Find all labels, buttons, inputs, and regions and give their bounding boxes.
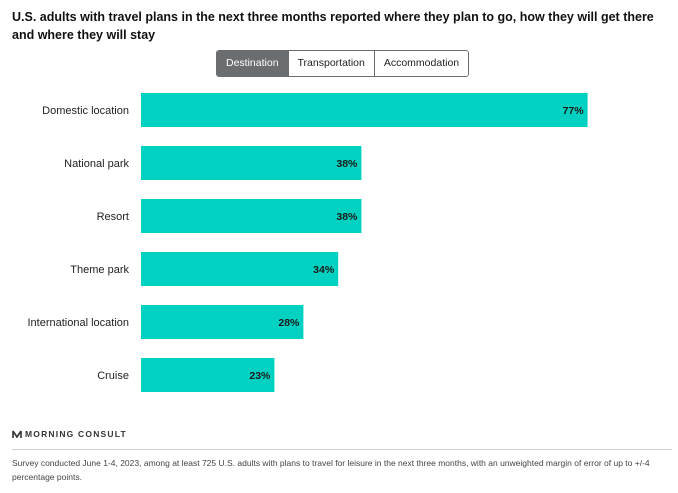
- value-label: 23%: [249, 370, 271, 382]
- tab-destination[interactable]: Destination: [217, 51, 288, 76]
- tab-accommodation[interactable]: Accommodation: [373, 51, 469, 76]
- category-label: Cruise: [97, 370, 129, 382]
- footnote: Survey conducted June 1-4, 2023, among a…: [12, 458, 650, 482]
- morning-consult-logo-icon: [12, 430, 22, 438]
- category-label: National park: [64, 158, 129, 170]
- category-label: Theme park: [70, 264, 129, 276]
- value-label: 34%: [313, 264, 335, 276]
- tab-transportation[interactable]: Transportation: [287, 51, 374, 76]
- brand-name: MORNING CONSULT: [25, 429, 127, 439]
- brand-logo: MORNING CONSULT: [12, 429, 127, 439]
- bar[interactable]: [141, 93, 588, 127]
- footer-divider: [12, 449, 672, 450]
- view-tabs: Destination Transportation Accommodation: [216, 50, 470, 77]
- bar-chart: Domestic location 77% National park 38% Reso…: [27, 93, 588, 392]
- value-label: 38%: [336, 158, 358, 170]
- category-label: International location: [27, 317, 129, 329]
- value-label: 38%: [336, 211, 358, 223]
- category-label: Resort: [97, 211, 129, 223]
- bar[interactable]: [141, 199, 362, 233]
- bar[interactable]: [141, 252, 339, 286]
- bar[interactable]: [141, 146, 362, 180]
- category-label: Domestic location: [42, 105, 129, 117]
- bar[interactable]: [141, 358, 275, 392]
- chart-title: U.S. adults with travel plans in the nex…: [12, 10, 654, 42]
- value-label: 28%: [278, 317, 300, 329]
- value-label: 77%: [563, 105, 585, 117]
- bar[interactable]: [141, 305, 304, 339]
